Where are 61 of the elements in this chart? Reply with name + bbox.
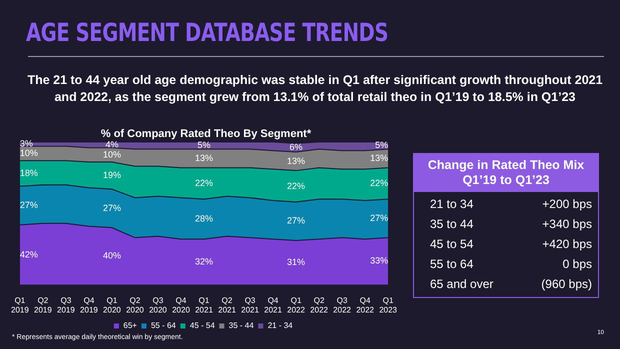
data-label: 19% [102, 170, 121, 180]
legend-label: 21 - 34 [268, 321, 294, 330]
category-label: 45 to 54 [430, 236, 474, 253]
data-label: 18% [20, 168, 38, 178]
x-tick-label: Q1 2023 [379, 296, 398, 314]
data-label: 27% [20, 200, 38, 210]
text: +420 bps [542, 237, 592, 251]
data-label: 6% [290, 142, 303, 152]
data-label: 4% [105, 139, 118, 150]
x-tick-label: Q1 2021 [195, 296, 214, 314]
legend-label: 35 - 44 [228, 321, 254, 330]
legend-label: 55 - 64 [150, 321, 176, 330]
category-label: 65 and over [430, 276, 494, 293]
text: AGE SEGMENT DATABASE TRENDS [26, 18, 388, 47]
chart-subtitle: The 21 to 44 year old age demographic was stable in Q1 after significant growth throughout 2021 and 2022, as the segment grew from 13.1% of total retail theo in Q1’19 to 18.5% in Q1’23 [26, 72, 604, 106]
data-label: 10% [102, 149, 121, 160]
data-label: 32% [194, 256, 214, 266]
text: 0 bps [562, 257, 592, 271]
data-label: 22% [194, 178, 214, 188]
category-label: 55 to 64 [430, 256, 474, 273]
category-label: 35 to 44 [430, 216, 474, 233]
x-tick-label: Q1 2020 [103, 296, 122, 314]
data-label: 31% [287, 257, 306, 268]
data-label: 27% [102, 202, 121, 213]
x-tick-label: Q2 2019 [34, 296, 52, 314]
x-tick-label: Q3 2020 [149, 296, 168, 314]
data-label: 5% [375, 140, 388, 150]
data-label: 27% [287, 216, 306, 226]
x-tick-label: Q3 2019 [57, 296, 76, 314]
data-label: 13% [370, 152, 388, 163]
text: +340 bps [542, 217, 592, 231]
legend-label: 65+ [123, 321, 138, 330]
data-label: 42% [20, 249, 38, 260]
chart-title: % of Company Rated Theo By Segment* [100, 128, 312, 140]
x-tick-label: Q4 2020 [172, 296, 190, 314]
data-label: 5% [197, 140, 211, 150]
x-tick-label: Q2 2020 [126, 296, 144, 314]
data-label: 27% [370, 212, 388, 223]
x-tick-label: Q2 2022 [310, 296, 329, 314]
x-tick-label: Q2 2021 [218, 296, 236, 314]
category-label: 21 to 34 [430, 196, 474, 213]
x-tick-label: Q1 2019 [11, 296, 30, 314]
legend-label: 45 - 54 [190, 321, 216, 330]
data-label: 22% [287, 180, 306, 191]
data-label: 40% [102, 250, 121, 261]
text: Change in Rated Theo Mix [426, 158, 586, 173]
x-tick-label: Q3 2022 [333, 296, 352, 314]
x-tick-label: Q3 2021 [241, 296, 260, 314]
data-label: 28% [194, 214, 214, 224]
data-label: 22% [370, 178, 388, 188]
x-tick-label: Q4 2021 [264, 296, 282, 314]
data-label: 13% [194, 152, 214, 163]
data-label: 13% [287, 156, 306, 166]
x-tick-label: Q4 2019 [80, 296, 98, 314]
text: +200 bps [542, 197, 592, 211]
text: Q1’19 to Q1’23 [462, 173, 550, 188]
text: (960 bps) [541, 277, 592, 291]
data-label: 33% [370, 256, 388, 266]
x-tick-label: Q4 2022 [356, 296, 375, 314]
data-label: 10% [20, 148, 38, 158]
x-tick-label: Q1 2022 [287, 296, 306, 314]
